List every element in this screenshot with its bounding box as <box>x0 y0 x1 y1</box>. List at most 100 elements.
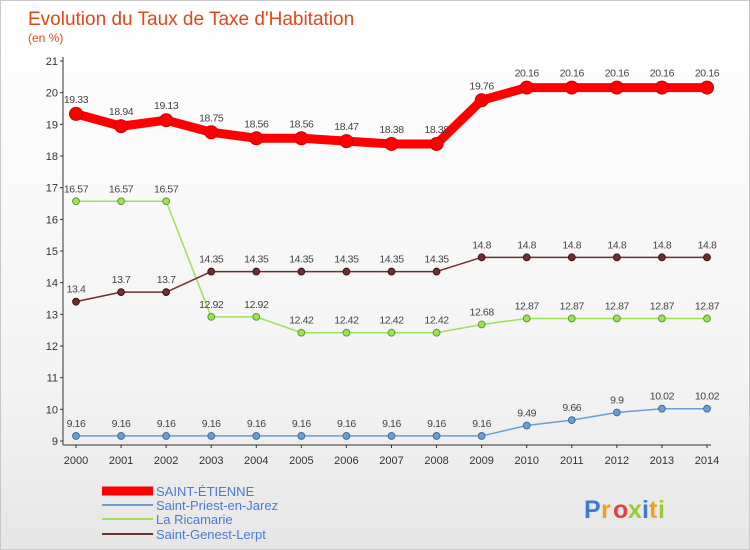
y-tick-label: 21 <box>46 56 58 68</box>
data-label: 16.57 <box>109 183 134 195</box>
data-label: 13.4 <box>67 284 86 296</box>
data-label: 20.16 <box>605 68 630 80</box>
x-tick-label: 2009 <box>469 455 493 467</box>
data-label: 14.8 <box>517 239 536 251</box>
data-label: 9.16 <box>337 418 356 430</box>
data-point <box>117 432 125 440</box>
data-label: 14.8 <box>472 239 491 251</box>
data-label: 19.13 <box>154 100 179 112</box>
data-point <box>477 432 486 440</box>
data-label: 18.47 <box>334 121 359 133</box>
data-label: 9.16 <box>382 418 401 430</box>
data-point <box>249 131 264 146</box>
data-label: 9.66 <box>562 402 581 414</box>
data-label: 12.92 <box>199 299 224 311</box>
series-line <box>75 200 708 334</box>
data-point <box>162 432 171 440</box>
data-label: 12.42 <box>334 315 359 327</box>
data-label: 12.42 <box>289 315 314 327</box>
logo-letter: r <box>601 496 611 524</box>
data-label: 18.56 <box>244 118 269 130</box>
data-point <box>612 314 621 323</box>
series-1: 9.16 9.16 9.16 9.16 9.16 9.16 9.16 9.16 9.16 9.16… <box>67 391 720 440</box>
data-point <box>207 432 216 440</box>
data-label: 9.16 <box>472 418 491 430</box>
x-tick-label: 2007 <box>379 455 403 467</box>
data-label: 14.35 <box>289 254 314 266</box>
y-tick-label: 11 <box>47 373 58 385</box>
y-tick-label: 9 <box>52 436 58 448</box>
data-label: 9.16 <box>157 418 176 430</box>
data-label: 18.38 <box>379 124 404 136</box>
y-tick-label: 18 <box>46 151 58 163</box>
data-point <box>567 416 576 425</box>
x-tick-label: 2004 <box>244 455 268 467</box>
data-point <box>252 312 261 321</box>
data-point <box>700 80 714 95</box>
x-tick-label: 2011 <box>560 455 584 467</box>
data-label: 12.87 <box>605 300 630 312</box>
data-label: 9.16 <box>202 418 221 430</box>
series-2: 16.57 16.57 16.57 12.92 12.92 12.42 12.42 12.42… <box>64 183 720 337</box>
data-label: 16.57 <box>64 183 89 195</box>
y-tick-label: 16 <box>46 214 58 226</box>
data-point <box>294 131 309 146</box>
data-point <box>162 288 171 297</box>
data-point <box>252 432 261 440</box>
data-label: 9.16 <box>112 418 131 430</box>
data-label: 14.8 <box>698 239 717 251</box>
data-point <box>162 197 171 206</box>
data-label: 13.7 <box>112 274 131 286</box>
data-label: 9.9 <box>610 395 624 407</box>
x-tick-label: 2005 <box>289 455 313 467</box>
data-label: 20.16 <box>650 68 675 80</box>
data-point <box>432 328 441 337</box>
data-point <box>522 253 531 262</box>
data-point <box>474 93 489 108</box>
data-point <box>429 136 444 151</box>
data-label: 18.75 <box>199 112 224 124</box>
data-point <box>477 320 486 329</box>
data-label: 16.57 <box>154 183 179 195</box>
data-label: 18.94 <box>109 106 134 118</box>
data-label: 18.56 <box>289 118 314 130</box>
data-point <box>72 297 80 306</box>
data-label: 14.35 <box>379 254 404 266</box>
data-point <box>117 197 125 206</box>
data-point <box>522 421 531 430</box>
data-point <box>297 328 306 337</box>
x-tick-label: 2010 <box>514 455 538 467</box>
legend-label: Saint-Genest-Lerpt <box>156 527 266 542</box>
y-tick-label: 10 <box>46 404 58 416</box>
chart-title: Evolution du Taux de Taxe d'Habitation <box>28 9 354 30</box>
data-label: 14.35 <box>244 254 269 266</box>
logo-letter: i <box>658 496 665 524</box>
data-point <box>564 80 579 95</box>
data-label: 14.35 <box>424 254 449 266</box>
logo-letter: i <box>642 496 649 524</box>
data-point <box>654 80 669 95</box>
x-tick-label: 2001 <box>109 455 133 467</box>
data-label: 9.16 <box>427 418 446 430</box>
data-point <box>612 408 621 417</box>
data-label: 20.16 <box>515 68 540 80</box>
data-point <box>117 288 125 297</box>
data-label: 12.92 <box>244 299 269 311</box>
series-layer: 16.57 16.57 16.57 12.92 12.92 12.42 12.42 12.42… <box>64 68 720 440</box>
data-label: 12.87 <box>515 300 540 312</box>
data-label: 18.38 <box>424 124 449 136</box>
data-label: 20.16 <box>695 68 720 80</box>
data-label: 12.42 <box>424 315 449 327</box>
data-label: 14.35 <box>199 254 224 266</box>
data-label: 9.16 <box>67 418 86 430</box>
data-point <box>342 267 351 276</box>
logo-letter: o <box>613 496 628 524</box>
data-point <box>519 80 534 95</box>
data-point <box>567 314 576 323</box>
data-point <box>69 106 83 121</box>
data-label: 19.76 <box>470 80 495 92</box>
x-tick-label: 2013 <box>650 455 674 467</box>
data-label: 14.35 <box>334 254 359 266</box>
data-label: 10.02 <box>650 391 675 403</box>
data-label: 9.49 <box>517 407 536 419</box>
